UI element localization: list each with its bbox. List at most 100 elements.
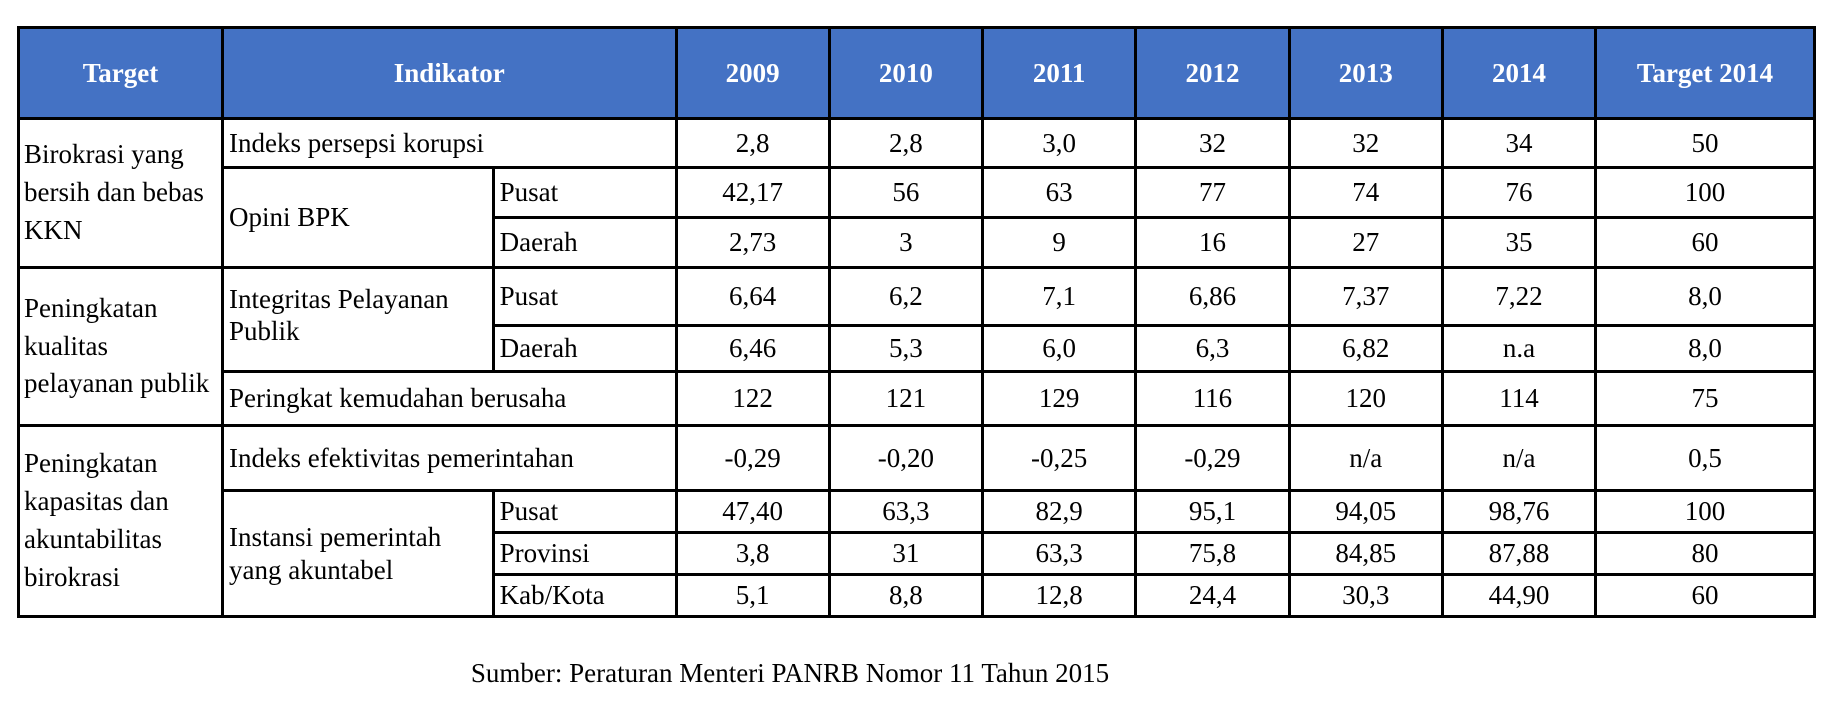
value-cell: 7,22 [1440,266,1598,327]
value-cell: n.a [1440,324,1598,373]
value-cell: 6,2 [827,266,985,327]
sub-indicator-cell: Daerah [491,324,678,373]
value-cell: 3,8 [674,531,831,576]
value-cell: 6,3 [1134,324,1291,373]
value-cell: 9 [981,216,1138,269]
value-cell: 44,90 [1440,573,1598,618]
value-cell: 56 [827,166,985,219]
header-indikator: Indikator [221,26,678,120]
value-cell: 95,1 [1134,489,1291,534]
value-cell: 6,86 [1134,266,1291,327]
target-value-cell: 80 [1594,531,1816,576]
target-cell-birokrasi-bersih: Birokrasi yang bersih dan bebas KKN [16,117,225,269]
table-row: Peringkat kemudahan berusaha 122 121 129… [19,370,1816,427]
value-cell: 122 [674,370,831,427]
sub-indicator-cell: Kab/Kota [491,573,678,618]
target-value-cell: 100 [1594,166,1816,219]
target-value-cell: 8,0 [1594,324,1816,373]
value-cell: 34 [1440,117,1598,169]
indicator-integritas-pelayanan-publik: Integritas Pelayanan Publik [221,266,495,373]
header-2012: 2012 [1134,26,1291,120]
table-row: Opini BPK Pusat 42,17 56 63 77 74 76 100 [19,166,1816,269]
table-row: Provinsi 3,8 31 63,3 75,8 84,85 87,88 80 [19,531,1816,576]
target-value-cell: 50 [1594,117,1816,169]
value-cell: 84,85 [1287,531,1444,576]
value-cell: 63,3 [981,531,1138,576]
value-cell: 42,17 [674,166,831,219]
value-cell: 12,8 [981,573,1138,618]
value-cell: 82,9 [981,489,1138,534]
value-cell: 2,8 [827,117,985,169]
target-value-cell: 100 [1594,489,1816,534]
value-cell: -0,25 [981,424,1138,492]
value-cell: 94,05 [1287,489,1444,534]
value-cell: 3 [827,216,985,269]
value-cell: 16 [1134,216,1291,269]
value-cell: 75,8 [1134,531,1291,576]
value-cell: n/a [1440,424,1598,492]
value-cell: 24,4 [1134,573,1291,618]
value-cell: 120 [1287,370,1444,427]
indicator-opini-bpk: Opini BPK [221,166,495,269]
value-cell: 129 [981,370,1138,427]
indicator-indeks-efektivitas-pemerintahan: Indeks efektivitas pemerintahan [221,424,678,492]
indicator-indeks-persepsi-korupsi: Indeks persepsi korupsi [221,117,678,169]
header-target-2014: Target 2014 [1594,26,1816,120]
table-row: Daerah 6,46 5,3 6,0 6,3 6,82 n.a 8,0 [19,324,1816,373]
value-cell: 121 [827,370,985,427]
table-row: Kab/Kota 5,1 8,8 12,8 24,4 30,3 44,90 60 [19,573,1816,618]
value-cell: 6,0 [981,324,1138,373]
header-target: Target [16,26,225,120]
value-cell: 6,82 [1287,324,1444,373]
value-cell: 6,64 [674,266,831,327]
value-cell: 27 [1287,216,1444,269]
value-cell: 7,37 [1287,266,1444,327]
target-value-cell: 0,5 [1594,424,1816,492]
value-cell: 47,40 [674,489,831,534]
value-cell: 30,3 [1287,573,1444,618]
target-cell-pelayanan-publik: Peningkatan kualitas pelayanan publik [16,266,225,427]
table-row: Birokrasi yang bersih dan bebas KKN Inde… [16,117,1816,269]
table-row: Instansi pemerintah yang akuntabel Pusat… [19,489,1816,618]
value-cell: 63 [981,166,1138,219]
target-value-cell: 60 [1594,216,1816,269]
value-cell: 5,1 [674,573,831,618]
source-note: Sumber: Peraturan Menteri PANRB Nomor 11… [470,658,1110,688]
value-cell: 6,46 [674,324,831,373]
value-cell: 5,3 [827,324,985,373]
target-value-cell: 75 [1594,370,1816,427]
value-cell: 3,0 [981,117,1138,169]
header-row: Target Indikator 2009 2010 2011 2012 201… [16,26,1816,120]
sub-indicator-cell: Pusat [491,489,678,534]
value-cell: -0,20 [827,424,985,492]
header-2013: 2013 [1287,26,1444,120]
indicator-instansi-pemerintah-akuntabel: Instansi pemerintah yang akuntabel [221,489,495,618]
value-cell: 63,3 [827,489,985,534]
value-cell: 114 [1440,370,1598,427]
value-cell: 31 [827,531,985,576]
value-cell: 116 [1134,370,1291,427]
sub-indicator-cell: Pusat [491,166,678,219]
indicator-peringkat-kemudahan-berusaha: Peringkat kemudahan berusaha [221,370,678,427]
value-cell: n/a [1287,424,1444,492]
value-cell: 7,1 [981,266,1138,327]
value-cell: 32 [1134,117,1291,169]
indicator-table-container: Target Indikator 2009 2010 2011 2012 201… [16,26,1816,618]
value-cell: 2,73 [674,216,831,269]
value-cell: -0,29 [1134,424,1291,492]
value-cell: 87,88 [1440,531,1598,576]
table-row: Daerah 2,73 3 9 16 27 35 60 [19,216,1816,269]
value-cell: 77 [1134,166,1291,219]
header-2014: 2014 [1440,26,1598,120]
value-cell: 35 [1440,216,1598,269]
value-cell: 32 [1287,117,1444,169]
value-cell: 8,8 [827,573,985,618]
header-2011: 2011 [981,26,1138,120]
table-row: Peningkatan kualitas pelayanan publik In… [16,266,1816,427]
value-cell: 98,76 [1440,489,1598,534]
value-cell: 74 [1287,166,1444,219]
header-2010: 2010 [827,26,985,120]
sub-indicator-cell: Daerah [491,216,678,269]
target-cell-kapasitas-akuntabilitas: Peningkatan kapasitas dan akuntabilitas … [16,424,225,618]
value-cell: 76 [1440,166,1598,219]
